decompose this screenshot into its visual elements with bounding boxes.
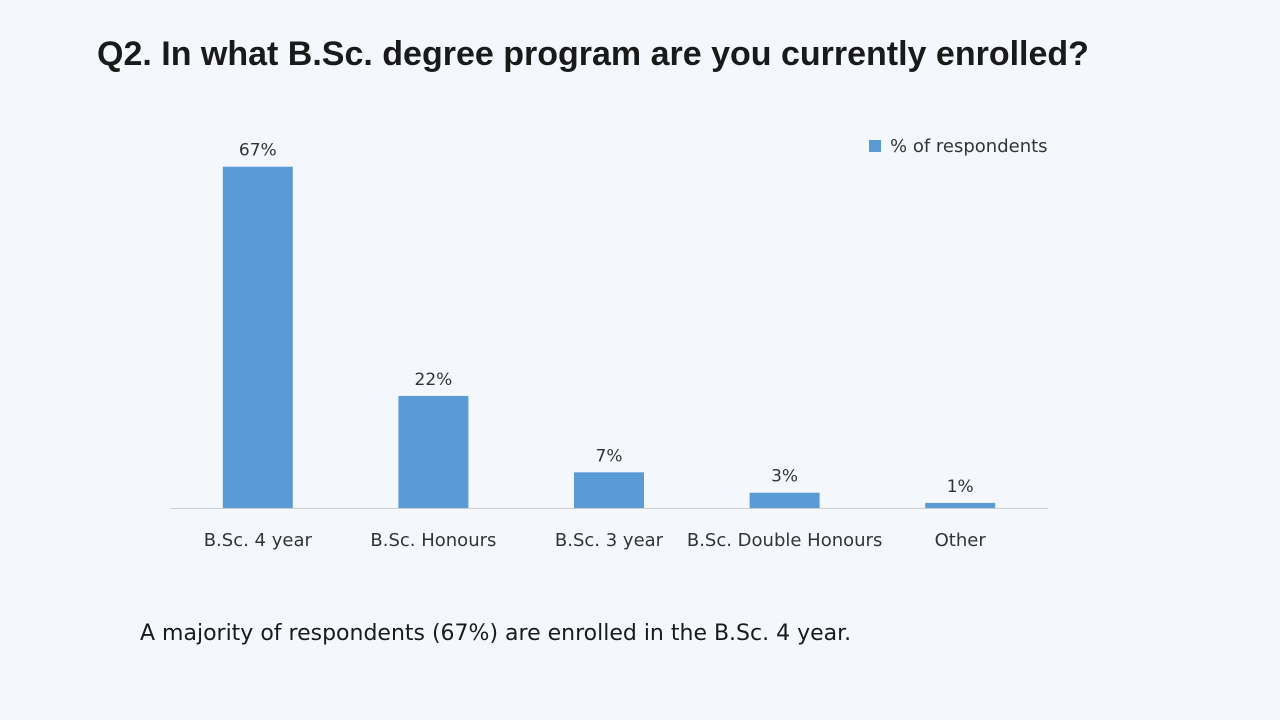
data-label-b-sc-4-year: 67% [239,141,277,161]
slide-title: Q2. In what B.Sc. degree program are you… [97,35,1089,73]
data-label-b-sc-3-year: 7% [596,446,623,466]
x-tick-label-b-sc-4-year: B.Sc. 4 year [204,530,313,551]
x-tick-label-b-sc-honours: B.Sc. Honours [370,530,496,551]
data-label-b-sc-double-honours: 3% [771,467,798,487]
bar-group [222,166,996,508]
bar-b-sc-3-year [574,472,644,508]
x-tick-label-group: B.Sc. 4 year B.Sc. Honours B.Sc. 3 year B.S… [204,530,987,551]
bar-other [925,502,996,508]
data-label-b-sc-honours: 22% [415,370,453,390]
x-tick-label-b-sc-3-year: B.Sc. 3 year [555,530,664,551]
bar-b-sc-honours [398,395,469,508]
x-tick-label-b-sc-double-honours: B.Sc. Double Honours [687,530,883,551]
summary-caption: A majority of respondents (67%) are enro… [140,621,852,646]
legend-swatch [869,140,881,152]
x-tick-label-other: Other [935,530,987,551]
bar-b-sc-4-year [222,166,293,508]
data-label-other: 1% [947,477,974,497]
chart-legend: % of respondents [869,136,1048,157]
bar-b-sc-double-honours [749,492,820,508]
data-label-group: 67% 22% 7% 3% 1% [239,141,974,497]
legend-label: % of respondents [890,136,1048,157]
